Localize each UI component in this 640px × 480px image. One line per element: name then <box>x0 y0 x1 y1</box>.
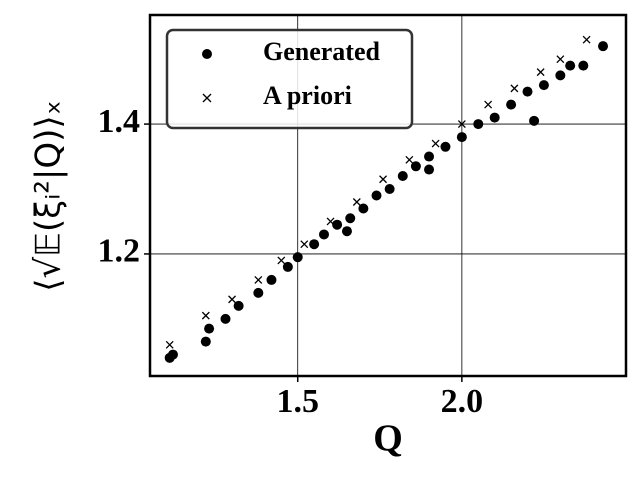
x-tick-label: 1.5 <box>276 383 319 420</box>
y-tick-label: 1.4 <box>98 103 141 140</box>
point <box>254 275 263 284</box>
point <box>598 41 609 52</box>
point <box>220 313 231 324</box>
point <box>167 349 178 360</box>
point <box>371 190 382 201</box>
point <box>405 155 414 164</box>
legend-box <box>165 28 414 130</box>
point <box>352 198 361 206</box>
point <box>424 151 435 162</box>
point <box>538 80 549 91</box>
point <box>473 119 484 130</box>
point <box>228 295 237 304</box>
point <box>253 287 264 298</box>
point <box>484 100 493 109</box>
point <box>522 86 533 97</box>
y-axis-label: ⟨√𝔼(ξᵢ²|Q)⟩ₓ <box>29 100 69 292</box>
point <box>529 115 540 126</box>
legend-marker <box>202 49 212 59</box>
point <box>309 239 320 250</box>
point <box>318 229 329 240</box>
point <box>555 70 566 81</box>
point <box>506 99 517 110</box>
point <box>204 323 215 334</box>
x-axis-label: Q <box>373 418 403 460</box>
legend-marker <box>202 93 212 103</box>
point <box>233 300 244 311</box>
point <box>300 240 309 249</box>
point <box>384 184 395 195</box>
x-tick-label: 2.0 <box>441 383 484 420</box>
point <box>326 217 335 226</box>
point <box>456 132 467 143</box>
point <box>582 35 591 44</box>
point <box>457 120 466 129</box>
point <box>397 171 408 182</box>
point <box>345 213 356 224</box>
point <box>282 261 293 272</box>
point <box>200 336 211 347</box>
point <box>379 175 388 184</box>
legend-label: A priori <box>263 81 352 110</box>
point <box>489 112 500 123</box>
point <box>424 164 435 175</box>
point <box>341 226 352 237</box>
point <box>440 141 451 152</box>
point <box>277 256 286 265</box>
point <box>431 139 440 148</box>
point <box>556 55 565 64</box>
point <box>266 274 277 285</box>
legend-label: Generated <box>263 37 381 66</box>
axes-frame <box>148 13 628 378</box>
point <box>292 252 303 263</box>
point <box>565 60 576 71</box>
point <box>410 161 421 172</box>
point <box>536 68 545 77</box>
point <box>358 203 369 214</box>
point <box>165 340 174 349</box>
y-tick-label: 1.2 <box>98 233 141 270</box>
point <box>201 311 210 320</box>
point <box>578 60 589 71</box>
point <box>510 84 519 93</box>
point <box>332 219 343 230</box>
